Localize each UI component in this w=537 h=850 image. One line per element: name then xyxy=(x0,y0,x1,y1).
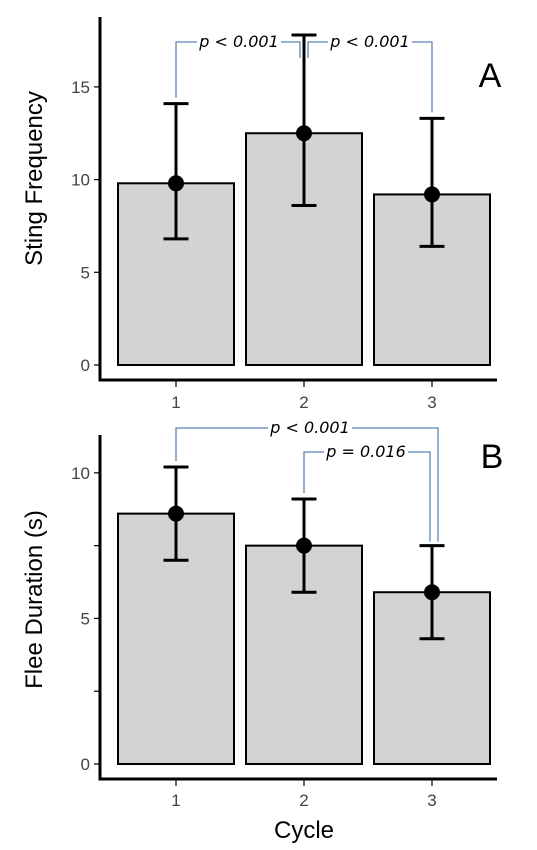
y-tick-label-10: 10 xyxy=(71,171,90,190)
significance-label-bg-1 xyxy=(197,31,281,52)
mean-point-3 xyxy=(424,186,440,203)
significance-label-bg-1 xyxy=(268,417,352,438)
significance-bracket-2 xyxy=(307,41,433,113)
significance-label-2: p < 0.001 xyxy=(329,32,410,51)
significance-bracket-2 xyxy=(303,451,431,542)
y-tick-label-0: 0 xyxy=(81,356,90,375)
y-tick-label-15: 15 xyxy=(71,78,90,97)
x-tick-label-2: 2 xyxy=(299,393,308,412)
mean-point-2 xyxy=(296,125,312,142)
panel-a: 0 5 10 15 1 2 3 Sting Frequency Ap < 0.001 p < 0.… xyxy=(21,17,502,412)
mean-point-2 xyxy=(296,537,312,554)
mean-point-1 xyxy=(168,505,184,522)
y-tick-label-10: 10 xyxy=(71,464,90,483)
panel-label: A xyxy=(479,57,502,95)
panel-label: B xyxy=(481,438,504,476)
mean-point-1 xyxy=(168,175,184,192)
mean-point-3 xyxy=(424,584,440,601)
significance-label-bg-2 xyxy=(328,31,412,52)
x-axis-title: Cycle xyxy=(274,817,334,844)
x-tick-label-2: 2 xyxy=(299,791,308,810)
significance-label-1: p < 0.001 xyxy=(269,418,350,437)
y-axis-title: Sting Frequency xyxy=(21,91,48,266)
significance-label-2: p = 0.016 xyxy=(325,442,406,461)
significance-label-bg-2 xyxy=(324,441,408,462)
x-tick-label-3: 3 xyxy=(427,393,436,412)
x-tick-label-1: 1 xyxy=(171,791,180,810)
x-tick-label-1: 1 xyxy=(171,393,180,412)
significance-label-1: p < 0.001 xyxy=(198,32,279,51)
y-axis-title: Flee Duration (s) xyxy=(21,510,48,689)
panel-b: 0 5 10 1 2 3 Flee Duration (s) Cycle Bp < 0.001 p… xyxy=(21,417,503,844)
x-tick-label-3: 3 xyxy=(427,791,436,810)
y-tick-label-5: 5 xyxy=(81,609,90,628)
y-tick-label-5: 5 xyxy=(81,263,90,282)
y-tick-label-0: 0 xyxy=(81,755,90,774)
